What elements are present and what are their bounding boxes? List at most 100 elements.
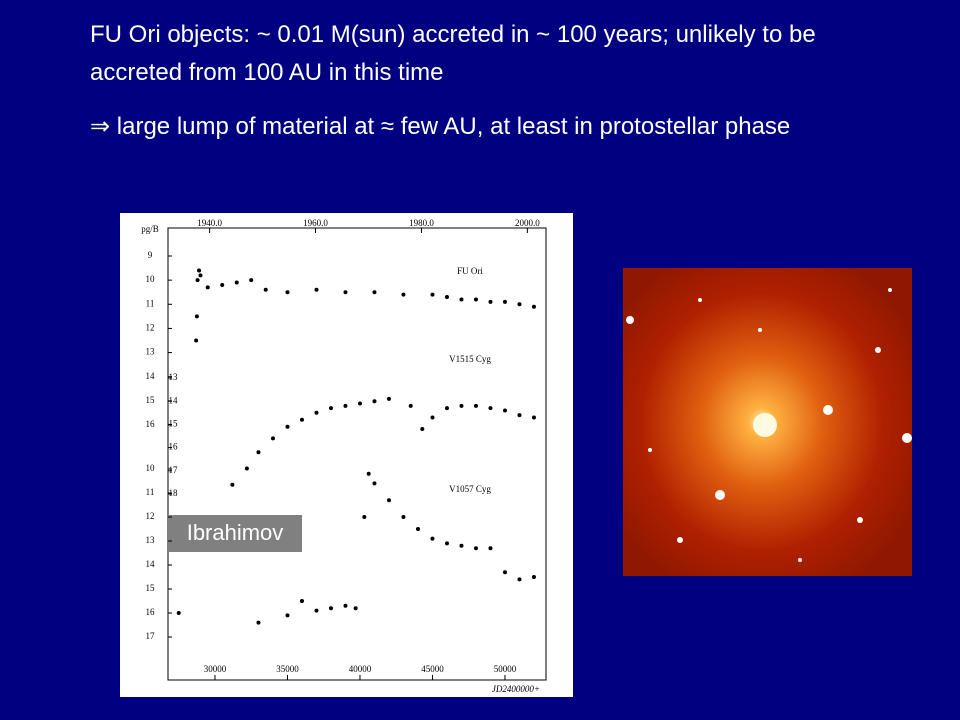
data-point [386,498,391,503]
data-point [415,527,420,531]
y-tick-label: 12 [146,511,155,521]
data-point [194,314,199,319]
data-point [299,417,304,422]
curve-label: FU Ori [457,266,483,276]
data-point [328,606,333,611]
data-point [444,295,449,300]
data-point [517,413,522,418]
data-point [220,282,225,287]
data-point [372,290,377,295]
y-tick-label: 11 [146,487,155,497]
data-point [473,297,478,302]
data-point [357,401,362,406]
data-point [459,543,464,548]
y-tick-label: 11 [146,298,155,308]
data-point [531,415,536,420]
data-point [517,577,522,582]
data-point [401,292,406,297]
y-tick-label: 13 [169,372,179,382]
data-point [531,575,536,579]
data-point [343,403,348,408]
data-point [244,466,249,471]
data-point [353,606,358,611]
data-point [488,299,493,304]
credit-box [168,515,302,552]
data-point [408,403,413,408]
data-point [263,287,268,292]
y-tick-label: 13 [146,535,156,545]
data-point [444,406,449,411]
y-tick-label: 15 [146,395,156,405]
data-point [256,450,261,455]
y-tick-label: 14 [146,559,156,569]
data-point [176,611,181,615]
data-point [488,546,493,551]
data-point [285,290,290,295]
data-point [314,608,319,613]
data-point [531,304,536,309]
y-tick-label: 16 [146,607,156,617]
x-tick-label: 40000 [349,664,372,674]
plot-background [120,213,573,697]
data-point [343,603,348,608]
data-point [234,280,239,285]
x-axis-label: JD2400000+ [492,684,540,694]
y-tick-label: 17 [146,631,156,641]
data-point [502,408,507,413]
data-point [488,406,493,411]
data-point [195,278,200,283]
bullet: FU Ori objects: ~ 0.01 M(sun) accreted i… [90,21,816,86]
data-point [420,427,425,432]
year-tick-label: 1960.0 [303,218,328,228]
nebula-image [623,268,912,576]
data-point [299,599,304,603]
y-tick-label: 13 [146,347,156,357]
y-tick-label: 17 [169,465,179,475]
x-tick-label: 45000 [421,664,444,674]
data-point [205,285,210,290]
data-point [372,481,377,486]
data-point [285,613,290,618]
data-point [430,292,435,297]
data-point [249,278,254,283]
y-tick-label: 18 [169,488,179,498]
y-tick-label: 14 [146,371,156,381]
y-tick-label: 16 [146,419,156,429]
curve-label: V1515 Cyg [449,354,491,364]
x-tick-label: 50000 [494,664,517,674]
y-tick-label: 15 [169,418,179,428]
year-tick-label: 2000.0 [515,218,540,228]
curve-label: V1057 Cyg [449,484,491,494]
bullet: ⇒ large lump of material at ≈ few AU, at… [90,113,791,140]
data-point [256,620,261,625]
y-tick-label: 10 [146,274,156,284]
data-point [198,273,203,278]
data-point [285,424,290,429]
data-point [230,482,235,487]
data-point [194,338,199,343]
data-point [473,546,478,551]
data-point [366,471,371,476]
year-tick-label: 1980.0 [409,218,434,228]
data-point [517,302,522,307]
data-point [430,415,435,420]
data-point [459,403,464,408]
credit: Ibrahimov [187,520,284,545]
data-point [372,399,377,404]
plot-frame [167,227,547,681]
y-tick-label: 15 [146,583,156,593]
data-point [401,515,406,519]
data-point [459,297,464,302]
x-tick-label: 30000 [204,664,227,674]
data-point [197,268,202,273]
y-tick-label: 10 [146,463,156,473]
data-point [444,541,449,546]
data-point [502,570,507,575]
year-tick-label: 1940.0 [197,218,222,228]
data-point [430,536,435,541]
data-point [314,410,319,415]
y-axis-label: pg/B [141,224,159,234]
data-point [386,396,391,401]
